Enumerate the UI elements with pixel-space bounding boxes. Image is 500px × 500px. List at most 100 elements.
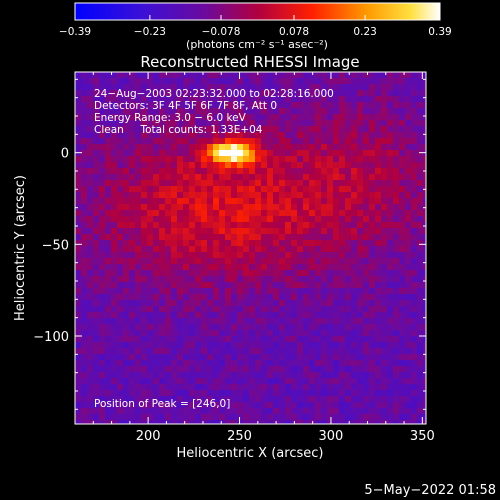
heatmap-cell (387, 114, 394, 121)
heatmap-cell (327, 174, 334, 181)
heatmap-cell (183, 96, 190, 103)
heatmap-cell (357, 150, 364, 157)
heatmap-cell (291, 408, 298, 415)
heatmap-cell (123, 192, 130, 199)
heatmap-cell (273, 258, 280, 265)
heatmap-cell (237, 240, 244, 247)
heatmap-cell (411, 288, 418, 295)
heatmap-cell (135, 216, 142, 223)
heatmap-cell (345, 222, 352, 229)
heatmap-cell (111, 252, 118, 259)
heatmap-cell (273, 336, 280, 343)
heatmap-cell (165, 300, 172, 307)
heatmap-cell (291, 72, 298, 79)
heatmap-cell (315, 84, 322, 91)
heatmap-cell (105, 288, 112, 295)
heatmap-cell (111, 312, 118, 319)
heatmap-cell (225, 258, 232, 265)
heatmap-cell (255, 138, 262, 145)
heatmap-cell (309, 264, 316, 271)
heatmap-cell (129, 234, 136, 241)
heatmap-cell (279, 396, 286, 403)
heatmap-cell (297, 360, 304, 367)
heatmap-cell (99, 414, 106, 421)
heatmap-cell (375, 186, 382, 193)
heatmap-cell (321, 96, 328, 103)
heatmap-cell (165, 360, 172, 367)
heatmap-cell (105, 144, 112, 151)
heatmap-cell (105, 174, 112, 181)
heatmap-cell (345, 276, 352, 283)
heatmap-cell (333, 126, 340, 133)
heatmap-cell (243, 210, 250, 217)
heatmap-cell (171, 336, 178, 343)
heatmap-cell (261, 204, 268, 211)
heatmap-cell (399, 342, 406, 349)
heatmap-cell (393, 294, 400, 301)
heatmap-cell (195, 228, 202, 235)
heatmap-cell (201, 336, 208, 343)
heatmap-cell (261, 258, 268, 265)
heatmap-cell (207, 210, 214, 217)
heatmap-cell (321, 162, 328, 169)
heatmap-cell (393, 222, 400, 229)
heatmap-cell (165, 372, 172, 379)
heatmap-cell (129, 168, 136, 175)
heatmap-cell (225, 240, 232, 247)
heatmap-cell (381, 342, 388, 349)
heatmap-cell (183, 138, 190, 145)
heatmap-cell (81, 366, 88, 373)
heatmap-cell (273, 378, 280, 385)
heatmap-cell (309, 156, 316, 163)
heatmap-cell (423, 156, 426, 163)
heatmap-cell (99, 342, 106, 349)
heatmap-cell (291, 300, 298, 307)
heatmap-cell (213, 246, 220, 253)
heatmap-cell (405, 192, 412, 199)
heatmap-cell (195, 132, 202, 139)
heatmap-cell (417, 366, 424, 373)
heatmap-cell (399, 294, 406, 301)
annotation-time-range: 24−Aug−2003 02:23:32.000 to 02:28:16.000 (94, 88, 334, 100)
heatmap-cell (99, 240, 106, 247)
heatmap-cell (321, 186, 328, 193)
heatmap-cell (123, 72, 130, 79)
heatmap-cell (261, 156, 268, 163)
heatmap-cell (195, 210, 202, 217)
heatmap-cell (381, 90, 388, 97)
heatmap-cell (249, 414, 256, 421)
heatmap-cell (201, 390, 208, 397)
heatmap-cell (351, 420, 358, 424)
heatmap-cell (189, 234, 196, 241)
heatmap-cell (195, 102, 202, 109)
heatmap-cell (387, 396, 394, 403)
heatmap-cell (357, 132, 364, 139)
heatmap-cell (135, 78, 142, 85)
heatmap-cell (267, 162, 274, 169)
heatmap-cell (141, 390, 148, 397)
heatmap-cell (381, 330, 388, 337)
heatmap-cell (93, 150, 100, 157)
heatmap-cell (87, 300, 94, 307)
heatmap-cell (165, 96, 172, 103)
heatmap-cell (225, 354, 232, 361)
heatmap-cell (285, 120, 292, 127)
heatmap-cell (291, 384, 298, 391)
heatmap-cell (303, 246, 310, 253)
heatmap-cell (129, 216, 136, 223)
heatmap-cell (99, 198, 106, 205)
heatmap-cell (357, 366, 364, 373)
heatmap-cell (279, 210, 286, 217)
heatmap-cell (213, 318, 220, 325)
heatmap-cell (177, 222, 184, 229)
heatmap-cell (219, 222, 226, 229)
heatmap-cell (273, 234, 280, 241)
heatmap-cell (159, 420, 166, 424)
heatmap-cell (345, 372, 352, 379)
heatmap-cell (291, 174, 298, 181)
heatmap-cell (75, 330, 82, 337)
heatmap-cell (171, 114, 178, 121)
heatmap-cell (405, 420, 412, 424)
heatmap-cell (111, 210, 118, 217)
heatmap-cell (351, 78, 358, 85)
